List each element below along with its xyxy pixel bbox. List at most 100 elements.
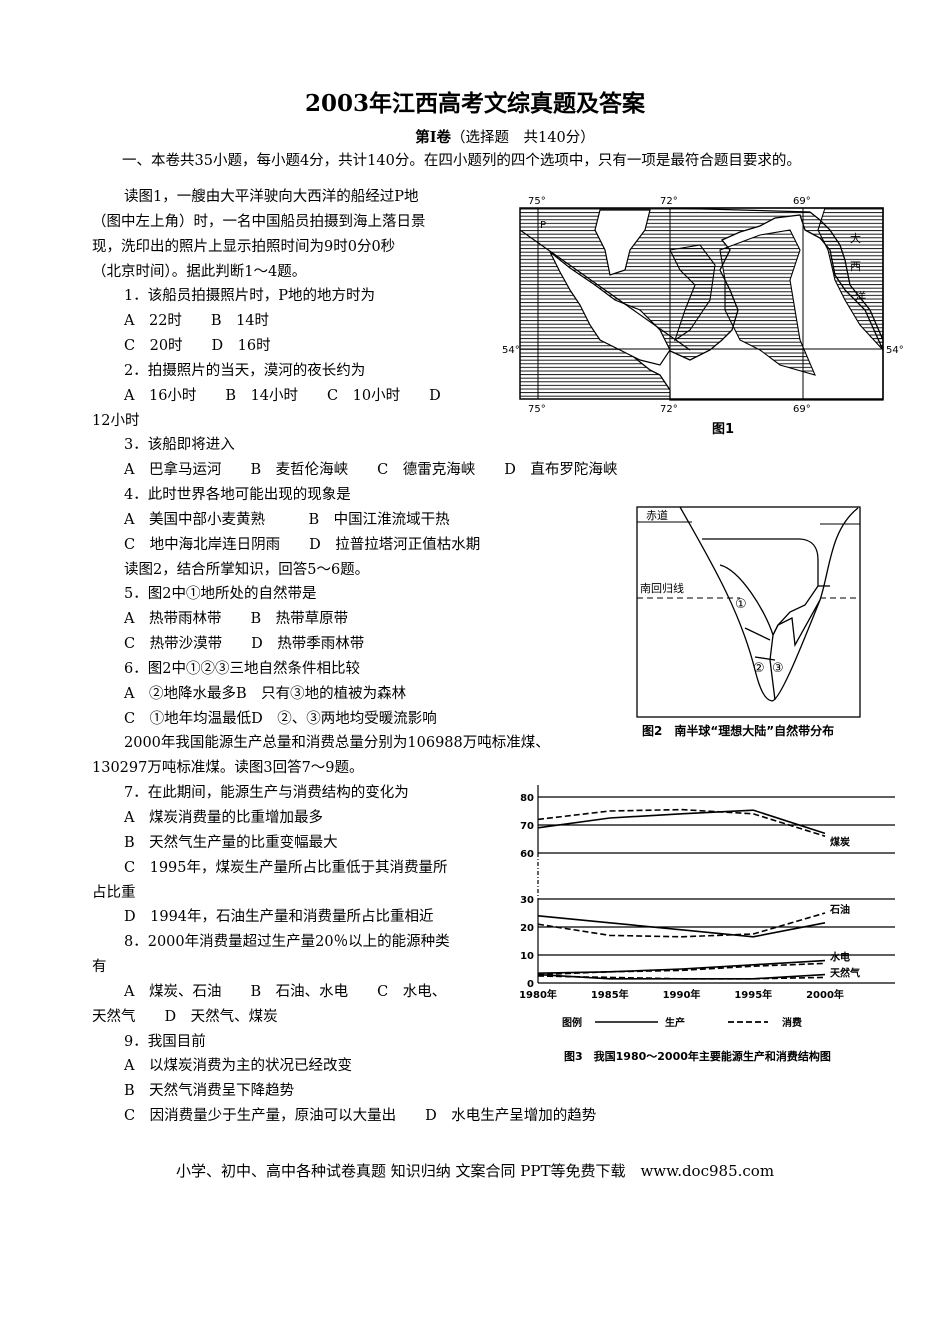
text-line: B 天然气生产量的比重变幅最大 [124,834,338,851]
x-tick-label: 1985年 [591,988,629,1001]
text-line: C ①地年均温最低D ②、③两地均受暖流影响 [124,710,437,727]
text-line: 12小时 [92,412,140,429]
figure-1-map: 75° 72° 69° 75° 72° 69° 54° 54° P 大 西 洋 … [502,196,904,437]
text-line: 6．图2中①②③三地自然条件相比较 [124,660,360,677]
text-line: 130297万吨标准煤。读图3回答7～9题。 [92,760,364,777]
text-line: 3．该船即将进入 [124,437,235,454]
text-line: A 美国中部小麦黄熟 B 中国江淮流域干热 [124,511,450,528]
series-label: 天然气 [830,967,860,980]
x-tick-label: 1980年 [519,988,557,1001]
footer: 小学、初中、高中各种试卷真题 知识归纳 文案合同 PPT等免费下载 www.do… [175,1162,775,1180]
text-line: A 巴拿马运河 B 麦哲伦海峡 C 德雷克海峡 D 直布罗陀海峡 [124,462,618,479]
text-line: C 因消费量少于生产量，原油可以大量出 D 水电生产呈增加的趋势 [124,1108,597,1125]
legend-consumption-label: 消费 [782,1016,802,1029]
land-north [594,209,651,276]
diagram-frame [636,506,861,718]
lat-label-right: 54° [886,345,904,356]
series-line-consumption-3 [537,975,826,980]
hatched-peninsula [719,229,816,376]
series-line-consumption-1 [537,912,826,938]
series-line-production-0 [537,809,826,835]
zone-1-mark: ① [735,597,747,612]
text-line: D 1994年，石油生产量和消费量所占比重相近 [124,909,434,926]
y-tick-label: 20 [520,923,534,934]
lon-label-69-top: 69° [793,196,811,207]
section-name: 第Ⅰ卷 [415,129,452,146]
text-line: 读图2，结合所掌知识，回答5～6题。 [124,561,370,578]
graticule [520,208,883,399]
text-line: 1．该船员拍摄照片时，P地的地方时为 [124,288,375,305]
lon-label-75-bottom: 75° [528,404,546,415]
channel-strip [669,244,716,342]
text-line: B 天然气消费呈下降趋势 [124,1083,295,1100]
text-line: （图中左上角）时，一名中国船员拍摄到海上落日景 [92,213,426,230]
instructions: 一、本卷共35小题，每小题4分，共计140分。在四小题列的四个选项中，只有一项是… [122,153,801,169]
zone-3-mark: ③ [772,661,784,676]
section-title: 第Ⅰ卷（选择题 共140分） [0,126,950,147]
series-label: 煤炭 [830,835,850,848]
figure-3-caption: 图3 我国1980～2000年主要能源生产和消费结构图 [564,1049,831,1063]
text-line: 读图1，一艘由大平洋驶向大西洋的船经过P地 [124,189,419,205]
x-tick-label: 2000年 [806,988,844,1001]
y-tick-label: 60 [520,849,534,860]
text-line: 5．图2中①地所处的自然带是 [124,586,317,603]
text-line: C 热带沙漠带 D 热带季雨林带 [124,636,365,653]
figure-2-caption: 图2 南半球“理想大陆”自然带分布 [642,723,834,738]
continent-outline [679,506,859,702]
legend-production-label: 生产 [665,1016,685,1029]
text-line: A ②地降水最多B 只有③地的植被为森林 [124,685,407,702]
ocean-label-3: 洋 [855,289,866,303]
lat-label-left: 54° [502,345,520,356]
y-tick-label: 70 [520,821,534,832]
series-label: 石油 [829,903,850,916]
y-tick-label: 80 [520,793,534,804]
text-line: C 20时 D 16时 [124,338,271,355]
series-label: 水电 [829,951,850,964]
text-line: 8．2000年消费量超过生产量20％以上的能源种类 [124,934,450,951]
figure-2-diagram: 赤道 南回归线 ① ② ③ 图2 南半球“理想大陆”自然带分布 [636,506,861,738]
y-tick-label: 0 [527,979,534,990]
series-line-consumption-2 [537,962,826,976]
series-line-production-1 [537,915,826,938]
island-region [549,251,671,366]
text-line: C 地中海北岸连日阴雨 D 拉普拉塔河正值枯水期 [124,536,481,553]
text-line: C 1995年，煤炭生产量所占比重低于其消费量所 [124,859,448,876]
x-tick-label: 1990年 [663,988,701,1001]
lon-label-72-top: 72° [660,196,678,207]
equator-label: 赤道 [646,508,668,522]
series-line-consumption-0 [537,808,826,837]
page-title: 2003年江西高考文综真题及答案 [304,90,645,117]
map-frame [519,207,884,400]
text-line: A 煤炭消费量的比重增加最多 [124,810,323,826]
x-tick-label: 1995年 [734,988,772,1001]
text-line: 天然气 D 天然气、煤炭 [92,1008,278,1025]
lon-label-69-bottom: 69° [793,404,811,415]
text-line: 2000年我国能源生产总量和消费总量分别为106988万吨标准煤、 [124,735,550,752]
tropic-label: 南回归线 [640,581,684,595]
point-p-label: P [540,220,546,231]
y-tick-label: 10 [520,951,534,962]
text-line: 7．在此期间，能源生产与消费结构的变化为 [124,785,409,802]
lon-label-75-top: 75° [528,196,546,207]
text-line: 占比重 [92,884,136,901]
section-desc: （选择题 共140分） [451,130,595,146]
text-line: A 16小时 B 14小时 C 10小时 D [124,387,441,404]
text-line: A 热带雨林带 B 热带草原带 [124,611,349,628]
text-line: 现，洗印出的照片上显示拍照时间为9时0分0秒 [92,238,396,255]
ocean-label-2: 西 [850,260,861,273]
figure-3-chart: 60 70 80 0 10 20 30 1980年 1985年 1990年 1995年 2000年 煤炭… [519,785,895,1063]
text-line: A 以煤炭消费为主的状况已经改变 [124,1058,352,1075]
figure-1-caption: 图1 [712,422,734,437]
ship-route [519,229,691,351]
text-line: A 22时 B 14时 [124,313,270,330]
y-tick-label: 30 [520,895,534,906]
lon-label-72-bottom: 72° [660,404,678,415]
series-line-production-2 [537,959,826,974]
text-line: 9．我国目前 [124,1033,206,1050]
legend-title: 图例 [562,1016,582,1029]
text-line: （北京时间）。据此判断1～4题。 [92,263,307,280]
zone-2-mark: ② [753,661,765,676]
ocean-label-1: 大 [850,231,861,245]
text-line: 2．拍摄照片的当天，漠河的夜长约为 [124,362,366,379]
